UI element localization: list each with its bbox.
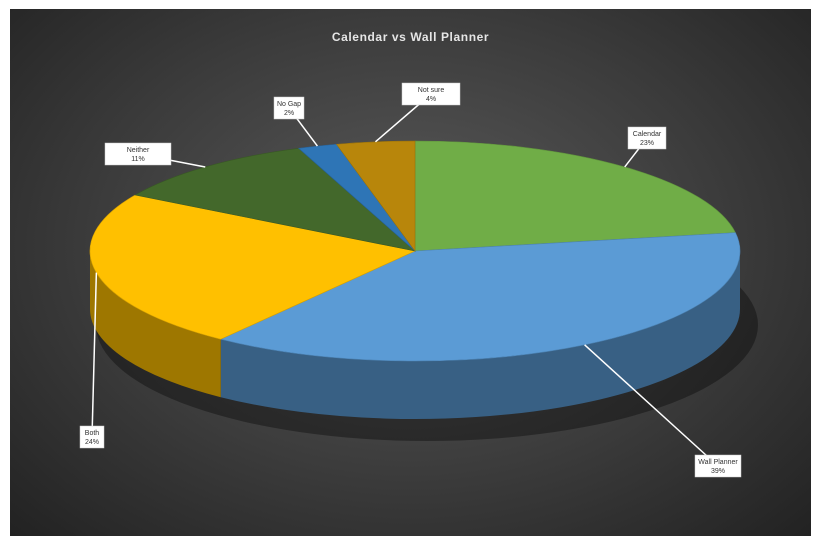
data-label-name: No Gap: [277, 101, 301, 108]
data-label-box: [104, 142, 172, 166]
data-label-value: 24%: [85, 439, 99, 446]
data-label-name: Wall Planner: [698, 459, 738, 466]
leader-line: [91, 272, 98, 438]
chart-title: Calendar vs Wall Planner: [331, 30, 490, 44]
pie-slice-calendar: [414, 140, 736, 252]
data-label-box: [273, 96, 305, 120]
data-label-box: [627, 126, 667, 150]
data-label-value: 11%: [131, 156, 145, 163]
data-label-name: Calendar: [633, 131, 662, 138]
pie-chart: Calendar 23% Wall Planner 39% Both 24% Neither…: [79, 82, 758, 478]
data-label-value: 23%: [640, 140, 654, 147]
data-label-name: Not sure: [418, 87, 445, 94]
chart-area: Calendar vs Wall Planner Calendar 23% Wall…: [10, 9, 811, 536]
data-label-name: Neither: [127, 147, 150, 154]
data-label-box: [401, 82, 461, 106]
pie-slice-wall-planner: [219, 232, 741, 362]
pie-side-wall-planner: [220, 251, 740, 419]
pie-side-both: [90, 251, 221, 398]
data-label-box: [79, 425, 105, 449]
data-label-value: 39%: [711, 468, 725, 475]
data-label-name: Both: [85, 430, 100, 437]
pie-slice-neither: [134, 147, 417, 252]
pie-slice-both: [89, 194, 416, 340]
leader-line: [584, 344, 719, 467]
data-label-value: 2%: [284, 110, 294, 117]
data-label-box: [694, 454, 742, 478]
data-label-value: 4%: [426, 96, 436, 103]
